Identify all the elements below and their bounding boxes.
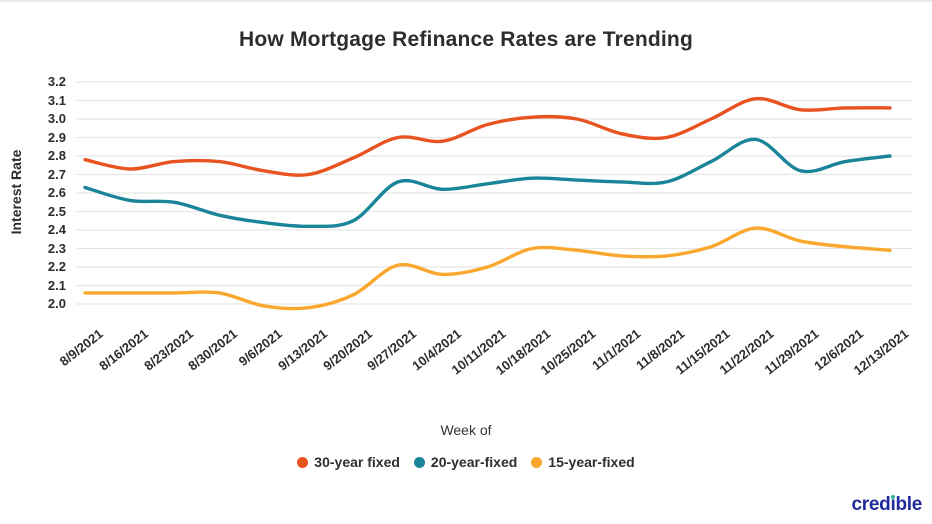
y-tick-label: 2.0: [47, 296, 66, 311]
legend-dot-icon: [413, 456, 425, 468]
legend-label: 15-year-fixed: [548, 454, 635, 470]
legend-item-30-year-fixed: 30-year fixed: [297, 454, 400, 470]
logo-i-accent: ı: [890, 494, 896, 515]
y-tick-label: 3.1: [47, 92, 66, 108]
legend-label: 20-year-fixed: [430, 454, 518, 470]
y-tick-label: 2.4: [47, 222, 66, 237]
legend-label: 30-year fixed: [314, 454, 400, 470]
legend-dot-icon: [297, 456, 309, 468]
series-line-30-year-fixed: [83, 96, 892, 177]
chart-title: How Mortgage Refinance Rates are Trendin…: [239, 28, 693, 51]
x-axis-title: Week of: [440, 422, 492, 438]
y-tick-label: 2.2: [47, 259, 66, 274]
credible-logo: credı ble: [851, 494, 923, 515]
y-tick-label: 2.7: [47, 166, 66, 182]
legend-item-15-year-fixed: 15-year-fixed: [531, 454, 635, 470]
y-tick-label: 3.0: [47, 111, 66, 126]
series-line-15-year-fixed: [83, 226, 892, 311]
legend-item-20-year-fixed: 20-year-fixed: [413, 454, 518, 470]
y-tick-label: 2.3: [47, 240, 66, 256]
line-chart-plot-area: [76, 81, 912, 311]
legend-dot-icon: [531, 456, 543, 468]
y-tick-label: 2.8: [47, 148, 66, 163]
y-tick-label: 3.2: [47, 74, 66, 89]
y-tick-label: 2.5: [47, 203, 66, 219]
y-tick-label: 2.1: [47, 277, 66, 293]
y-tick-label: 2.6: [47, 185, 66, 200]
series-line-20-year-fixed: [83, 137, 892, 229]
chart-legend: 30-year fixed 20-year-fixed 15-year-fixed: [0, 454, 932, 470]
y-tick-label: 2.9: [47, 129, 66, 145]
